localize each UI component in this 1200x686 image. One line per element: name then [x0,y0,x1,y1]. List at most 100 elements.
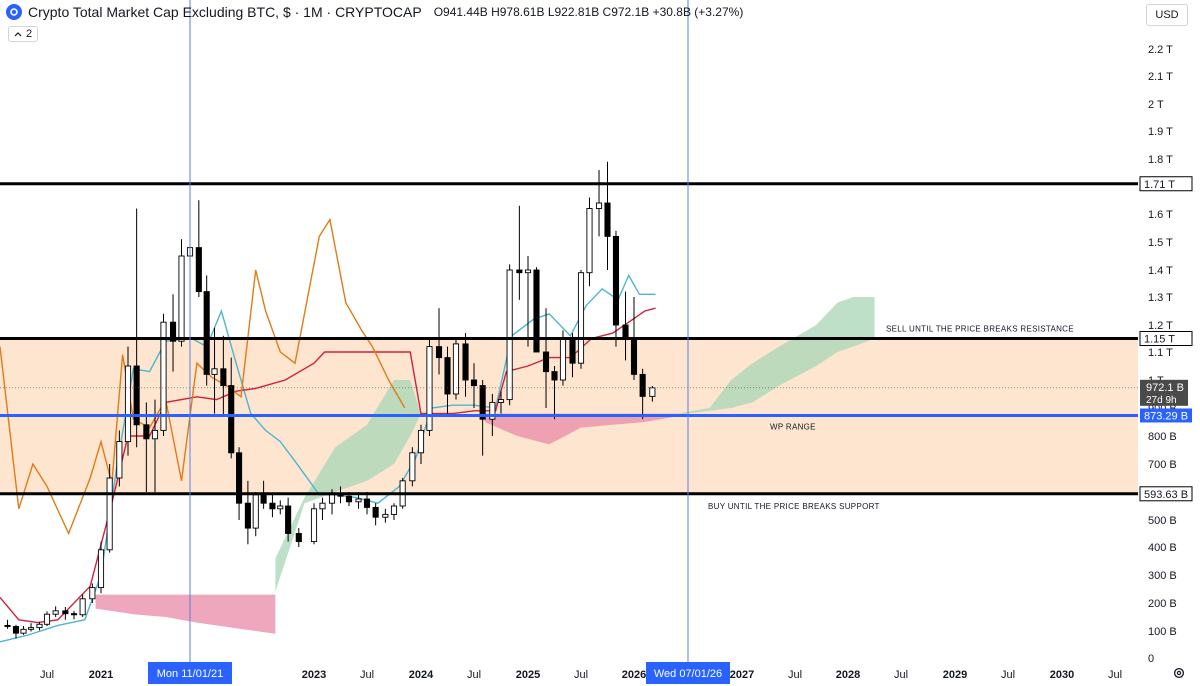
candle-body [260,494,267,504]
candle[interactable] [116,430,123,487]
symbol-title[interactable]: Crypto Total Market Cap Excluding BTC, $… [28,4,422,20]
y-tick-label: 300 B [1148,570,1177,582]
candle[interactable] [27,623,35,632]
candle[interactable] [506,264,513,406]
candle[interactable] [409,447,416,487]
candle[interactable] [649,385,656,402]
candle-body [160,321,167,431]
candle[interactable] [20,625,27,635]
candle-body [20,628,27,634]
candle[interactable] [106,464,113,553]
candle[interactable] [551,366,558,420]
candle[interactable] [195,200,202,297]
candle[interactable] [639,368,646,420]
ichimoku-cloud-layer [95,297,875,634]
candle[interactable] [586,197,593,287]
candle-body [43,613,51,625]
candle[interactable] [143,402,150,492]
y-tick-label: 100 B [1148,626,1177,638]
candle[interactable] [4,619,11,629]
candle[interactable] [604,161,611,270]
candle[interactable] [310,503,318,545]
gear-icon[interactable] [1172,666,1186,680]
candle[interactable] [160,313,167,436]
candle-body [236,452,243,504]
candle[interactable] [372,503,379,526]
currency-selector[interactable]: USD [1146,4,1188,26]
candle[interactable] [220,335,227,417]
candle[interactable] [516,205,523,300]
candle[interactable] [470,363,478,408]
candle-body [372,506,379,518]
candle[interactable] [426,338,433,437]
candle[interactable] [524,256,532,347]
candle[interactable] [595,170,603,237]
indicator-toggle-button[interactable]: 2 [8,26,39,42]
price-badge-label: 873.29 B [1144,410,1188,422]
candle[interactable] [244,480,251,545]
candle[interactable] [497,391,505,414]
candle-body [285,505,292,534]
candle[interactable] [444,346,451,414]
candle[interactable] [363,492,371,515]
candle[interactable] [211,327,218,414]
cloud-bear_cloud [95,594,276,634]
candle[interactable] [285,497,292,542]
candle[interactable] [70,610,78,620]
candle[interactable] [252,492,259,537]
candle[interactable] [417,424,425,464]
candle-body [124,365,132,443]
candle[interactable] [52,606,59,617]
candle-body [452,343,460,395]
candle-body [470,379,478,387]
y-tick-label: 500 B [1148,515,1177,527]
candle[interactable] [62,606,69,620]
candle[interactable] [612,230,620,347]
candle-body [345,495,353,503]
candle[interactable] [462,333,469,397]
candle[interactable] [203,275,210,386]
candle[interactable] [319,497,326,520]
candle[interactable] [542,308,550,408]
x-marker-badge[interactable] [646,662,730,684]
candle[interactable] [382,508,389,523]
line-lagging [0,217,406,536]
symbol-logo-icon[interactable] [6,4,22,20]
candle[interactable] [452,338,460,400]
candle[interactable] [479,380,486,456]
candle[interactable] [577,270,585,369]
candle[interactable] [295,528,302,547]
candle[interactable] [169,294,177,372]
candle[interactable] [228,357,235,459]
price-badge-label: 1.71 T [1144,179,1175,191]
candle[interactable] [277,500,284,515]
price-badge-label: 1.15 T [1144,334,1175,346]
x-tick-label: 2027 [730,669,754,681]
candle[interactable] [97,541,105,594]
candle-body [639,373,646,397]
candle[interactable] [133,208,140,448]
x-tick-label: Jul [1001,669,1015,681]
candle[interactable] [236,447,243,520]
candle[interactable] [89,583,96,603]
candle[interactable] [533,267,540,353]
candle[interactable] [36,622,43,631]
candle-body [630,338,638,375]
candle[interactable] [124,346,132,456]
candle[interactable] [390,503,398,520]
candle[interactable] [12,624,20,639]
candle-body [506,269,513,401]
candle[interactable] [435,308,443,375]
y-tick-label: 1.8 T [1148,154,1173,166]
candle[interactable] [178,239,185,347]
x-tick-label: 2025 [516,669,540,681]
candle[interactable] [269,494,276,518]
y-tick-label: 1.5 T [1148,237,1173,249]
candle-body [277,505,284,510]
candle[interactable] [43,611,51,626]
x-tick-label: 2024 [409,669,434,681]
candle-body [604,202,611,237]
x-marker-badge[interactable] [148,662,232,684]
candle[interactable] [79,594,86,617]
